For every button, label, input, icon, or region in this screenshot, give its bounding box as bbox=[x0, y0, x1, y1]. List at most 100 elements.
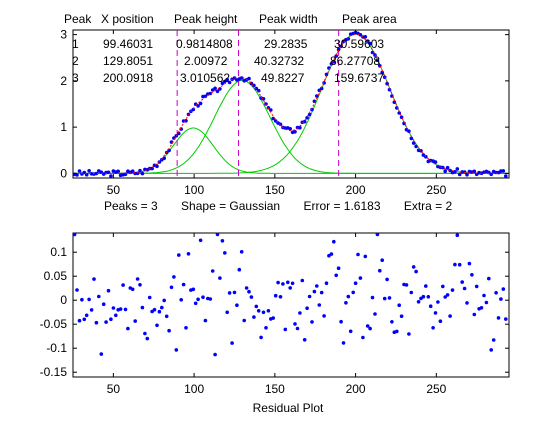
residual-point bbox=[385, 277, 389, 282]
data-point bbox=[457, 172, 462, 177]
data-point bbox=[368, 41, 372, 46]
residual-point bbox=[453, 262, 457, 267]
residual-point bbox=[438, 319, 443, 324]
residual-point bbox=[426, 295, 431, 299]
data-point bbox=[307, 112, 312, 117]
data-point bbox=[302, 119, 307, 124]
data-point bbox=[273, 119, 278, 123]
residual-point bbox=[186, 252, 191, 256]
residual-point bbox=[334, 273, 339, 278]
data-point bbox=[225, 77, 229, 82]
residual-point bbox=[407, 332, 411, 336]
data-point bbox=[269, 108, 273, 112]
peak-1-width: 29.2835 bbox=[264, 37, 308, 51]
residual-point bbox=[230, 341, 234, 345]
residual-point bbox=[225, 310, 229, 315]
data-point bbox=[87, 169, 91, 173]
residual-point bbox=[421, 294, 426, 299]
data-point bbox=[455, 167, 460, 171]
data-point bbox=[501, 169, 506, 173]
residual-point bbox=[397, 303, 402, 308]
residual-point bbox=[126, 326, 130, 331]
residual-point bbox=[414, 269, 418, 274]
residual-point bbox=[441, 284, 445, 289]
y-tick-label: -0.1 bbox=[46, 341, 67, 355]
residual-point bbox=[213, 352, 217, 357]
data-point bbox=[329, 62, 334, 66]
residual-point bbox=[504, 317, 508, 321]
peak-3-index: 3 bbox=[72, 71, 79, 85]
data-point bbox=[162, 156, 166, 161]
residual-point bbox=[281, 282, 285, 286]
residual-point bbox=[373, 312, 377, 316]
data-point bbox=[184, 119, 188, 123]
residual-point bbox=[114, 313, 118, 318]
peak-1-x: 99.46031 bbox=[103, 37, 153, 51]
data-point bbox=[504, 174, 508, 178]
x-tick-label: 50 bbox=[107, 183, 121, 197]
residual-point bbox=[310, 320, 314, 324]
peak-2-index: 2 bbox=[72, 54, 79, 68]
residual-point bbox=[409, 290, 414, 295]
residual-point bbox=[84, 313, 89, 318]
residual-point bbox=[293, 322, 297, 326]
residual-point bbox=[143, 331, 147, 336]
peak-3-area: 159.6737 bbox=[334, 71, 384, 85]
fit-plot-frame bbox=[72, 29, 510, 179]
residual-point bbox=[428, 304, 433, 309]
residual-point bbox=[160, 305, 164, 310]
data-point bbox=[130, 169, 135, 173]
residual-xlabel: Residual Plot bbox=[253, 401, 324, 415]
residual-point bbox=[346, 294, 351, 299]
residual-point bbox=[474, 284, 479, 289]
residual-point bbox=[239, 250, 244, 254]
residual-point bbox=[118, 307, 123, 311]
x-tick-label: 100 bbox=[184, 382, 204, 396]
residual-point bbox=[82, 317, 87, 322]
residual-point bbox=[487, 276, 491, 281]
data-point bbox=[261, 97, 266, 101]
residual-point bbox=[75, 288, 79, 292]
residual-point bbox=[491, 338, 496, 342]
residual-point bbox=[273, 293, 278, 298]
y-tick-label: 1 bbox=[60, 120, 67, 134]
residual-point bbox=[361, 335, 365, 340]
residual-point bbox=[283, 327, 288, 332]
residual-point bbox=[450, 288, 455, 292]
header-peak-height: Peak height bbox=[174, 12, 238, 26]
residual-point bbox=[431, 326, 435, 330]
residual-point bbox=[315, 284, 319, 288]
data-point bbox=[288, 127, 293, 131]
residual-point bbox=[208, 297, 213, 301]
y-tick-label: -0.15 bbox=[40, 365, 68, 379]
residual-point bbox=[256, 309, 261, 313]
data-point bbox=[298, 125, 302, 130]
residual-point bbox=[344, 301, 348, 305]
header-peak-area: Peak area bbox=[342, 12, 397, 26]
residual-point bbox=[152, 307, 157, 312]
residual-point bbox=[201, 295, 205, 300]
data-point bbox=[77, 169, 82, 173]
data-point bbox=[402, 121, 406, 126]
peak-1-area: 30.59603 bbox=[334, 37, 384, 51]
x-tick-label: 200 bbox=[346, 382, 366, 396]
residual-point bbox=[460, 280, 465, 284]
residual-point bbox=[97, 294, 101, 299]
residual-plot-frame bbox=[72, 232, 510, 378]
residual-point bbox=[496, 316, 501, 320]
y-tick-label: 0.05 bbox=[44, 269, 68, 283]
residual-point bbox=[404, 283, 409, 287]
residual-point bbox=[172, 275, 176, 279]
peak-table: Peak X position Peak height Peak width P… bbox=[64, 12, 397, 85]
residual-point bbox=[286, 280, 290, 285]
y-tick-label: 0 bbox=[60, 166, 67, 180]
residual-point bbox=[445, 293, 450, 297]
residual-plot: 50 100 150 200 250 -0.15 -0.1 -0.05 0 0.05 0.1 bbox=[40, 232, 510, 396]
residual-point bbox=[121, 283, 125, 287]
residual-point bbox=[300, 278, 305, 283]
data-point bbox=[293, 130, 297, 134]
residual-point bbox=[322, 314, 326, 318]
residual-point bbox=[130, 287, 135, 292]
data-point bbox=[220, 81, 225, 86]
residual-point bbox=[167, 328, 171, 333]
